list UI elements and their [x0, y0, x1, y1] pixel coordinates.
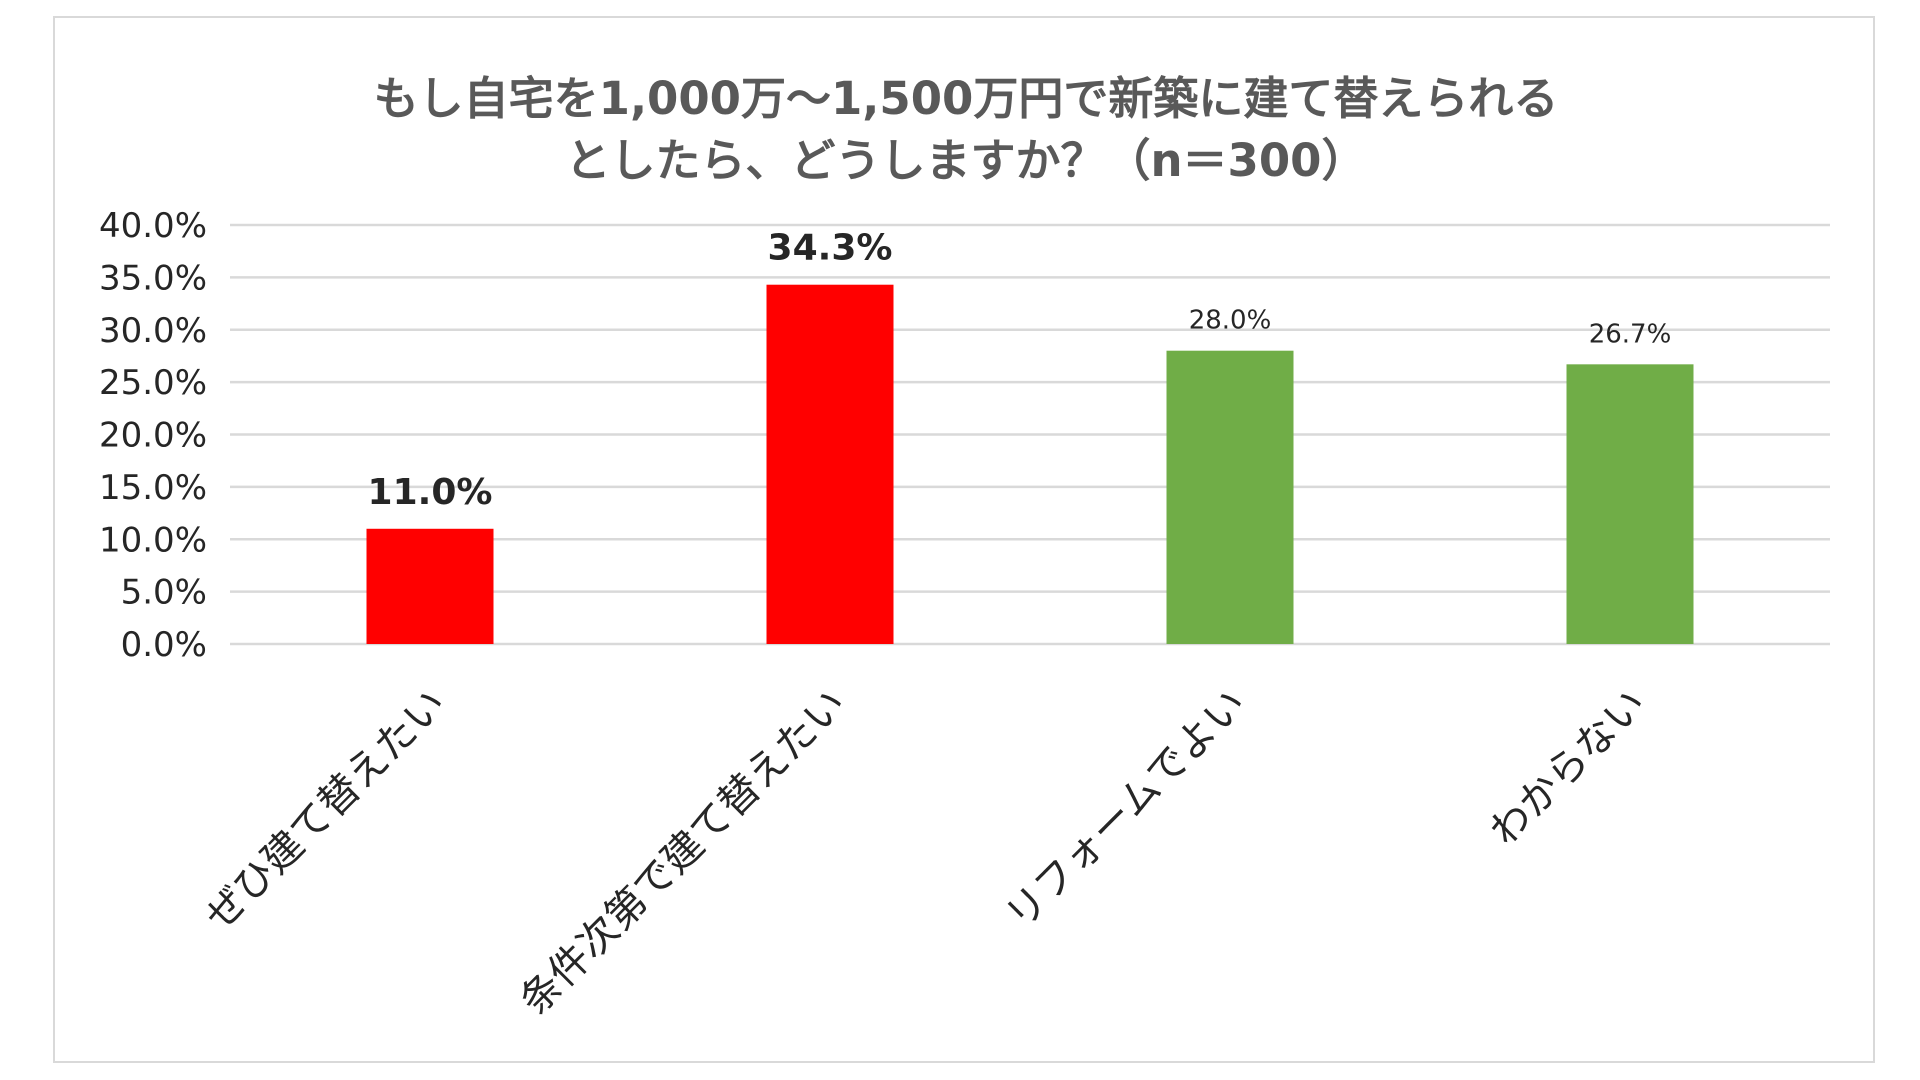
bars: [366, 284, 1694, 644]
y-tick-label-2: 10.0%: [99, 520, 207, 560]
category-label-3: わからない: [1481, 681, 1655, 855]
data-label-3: 26.7%: [1589, 319, 1672, 349]
chart-title-line-1: もし自宅を1,000万～1,500万円で新築に建て替えられる: [373, 72, 1559, 125]
bar-3: [1566, 364, 1694, 644]
chart-title: もし自宅を1,000万～1,500万円で新築に建て替えられる としたら、どうしま…: [55, 68, 1877, 192]
y-tick-label-8: 40.0%: [99, 206, 207, 246]
y-tick-label-5: 25.0%: [99, 363, 207, 403]
bar-1: [766, 284, 894, 644]
data-label-2: 28.0%: [1189, 306, 1272, 336]
category-label-1: 条件次第で建て替えたい: [511, 681, 855, 1025]
y-tick-label-3: 15.0%: [99, 468, 207, 508]
y-tick-label-1: 5.0%: [121, 573, 207, 613]
bar-2: [1166, 350, 1294, 644]
bar-chart: 0.0% 5.0% 10.0% 15.0% 20.0% 25.0% 30.0% 35.0% 40…: [99, 206, 1830, 1025]
category-labels: ぜひ建て替えたい 条件次第で建て替えたい リフォームでよい わからない: [196, 681, 1655, 1025]
y-axis-tick-labels: 0.0% 5.0% 10.0% 15.0% 20.0% 25.0% 30.0% 35.0% 40…: [99, 206, 207, 665]
y-tick-label-4: 20.0%: [99, 416, 207, 456]
chart-title-line-2: としたら、どうしますか？（n＝300）: [565, 134, 1367, 187]
y-tick-label-7: 35.0%: [99, 258, 207, 298]
category-label-2: リフォームでよい: [997, 681, 1255, 939]
data-label-0: 11.0%: [368, 472, 493, 513]
data-label-1: 34.3%: [768, 228, 893, 269]
chart-frame: もし自宅を1,000万～1,500万円で新築に建て替えられる としたら、どうしま…: [53, 16, 1875, 1063]
category-label-0: ぜひ建て替えたい: [196, 681, 455, 940]
grid-lines: [230, 223, 1830, 646]
data-labels: 11.0% 34.3% 28.0% 26.7%: [368, 228, 1672, 513]
y-tick-label-6: 30.0%: [99, 311, 207, 351]
bar-0: [366, 528, 494, 644]
y-tick-label-0: 0.0%: [121, 625, 207, 665]
